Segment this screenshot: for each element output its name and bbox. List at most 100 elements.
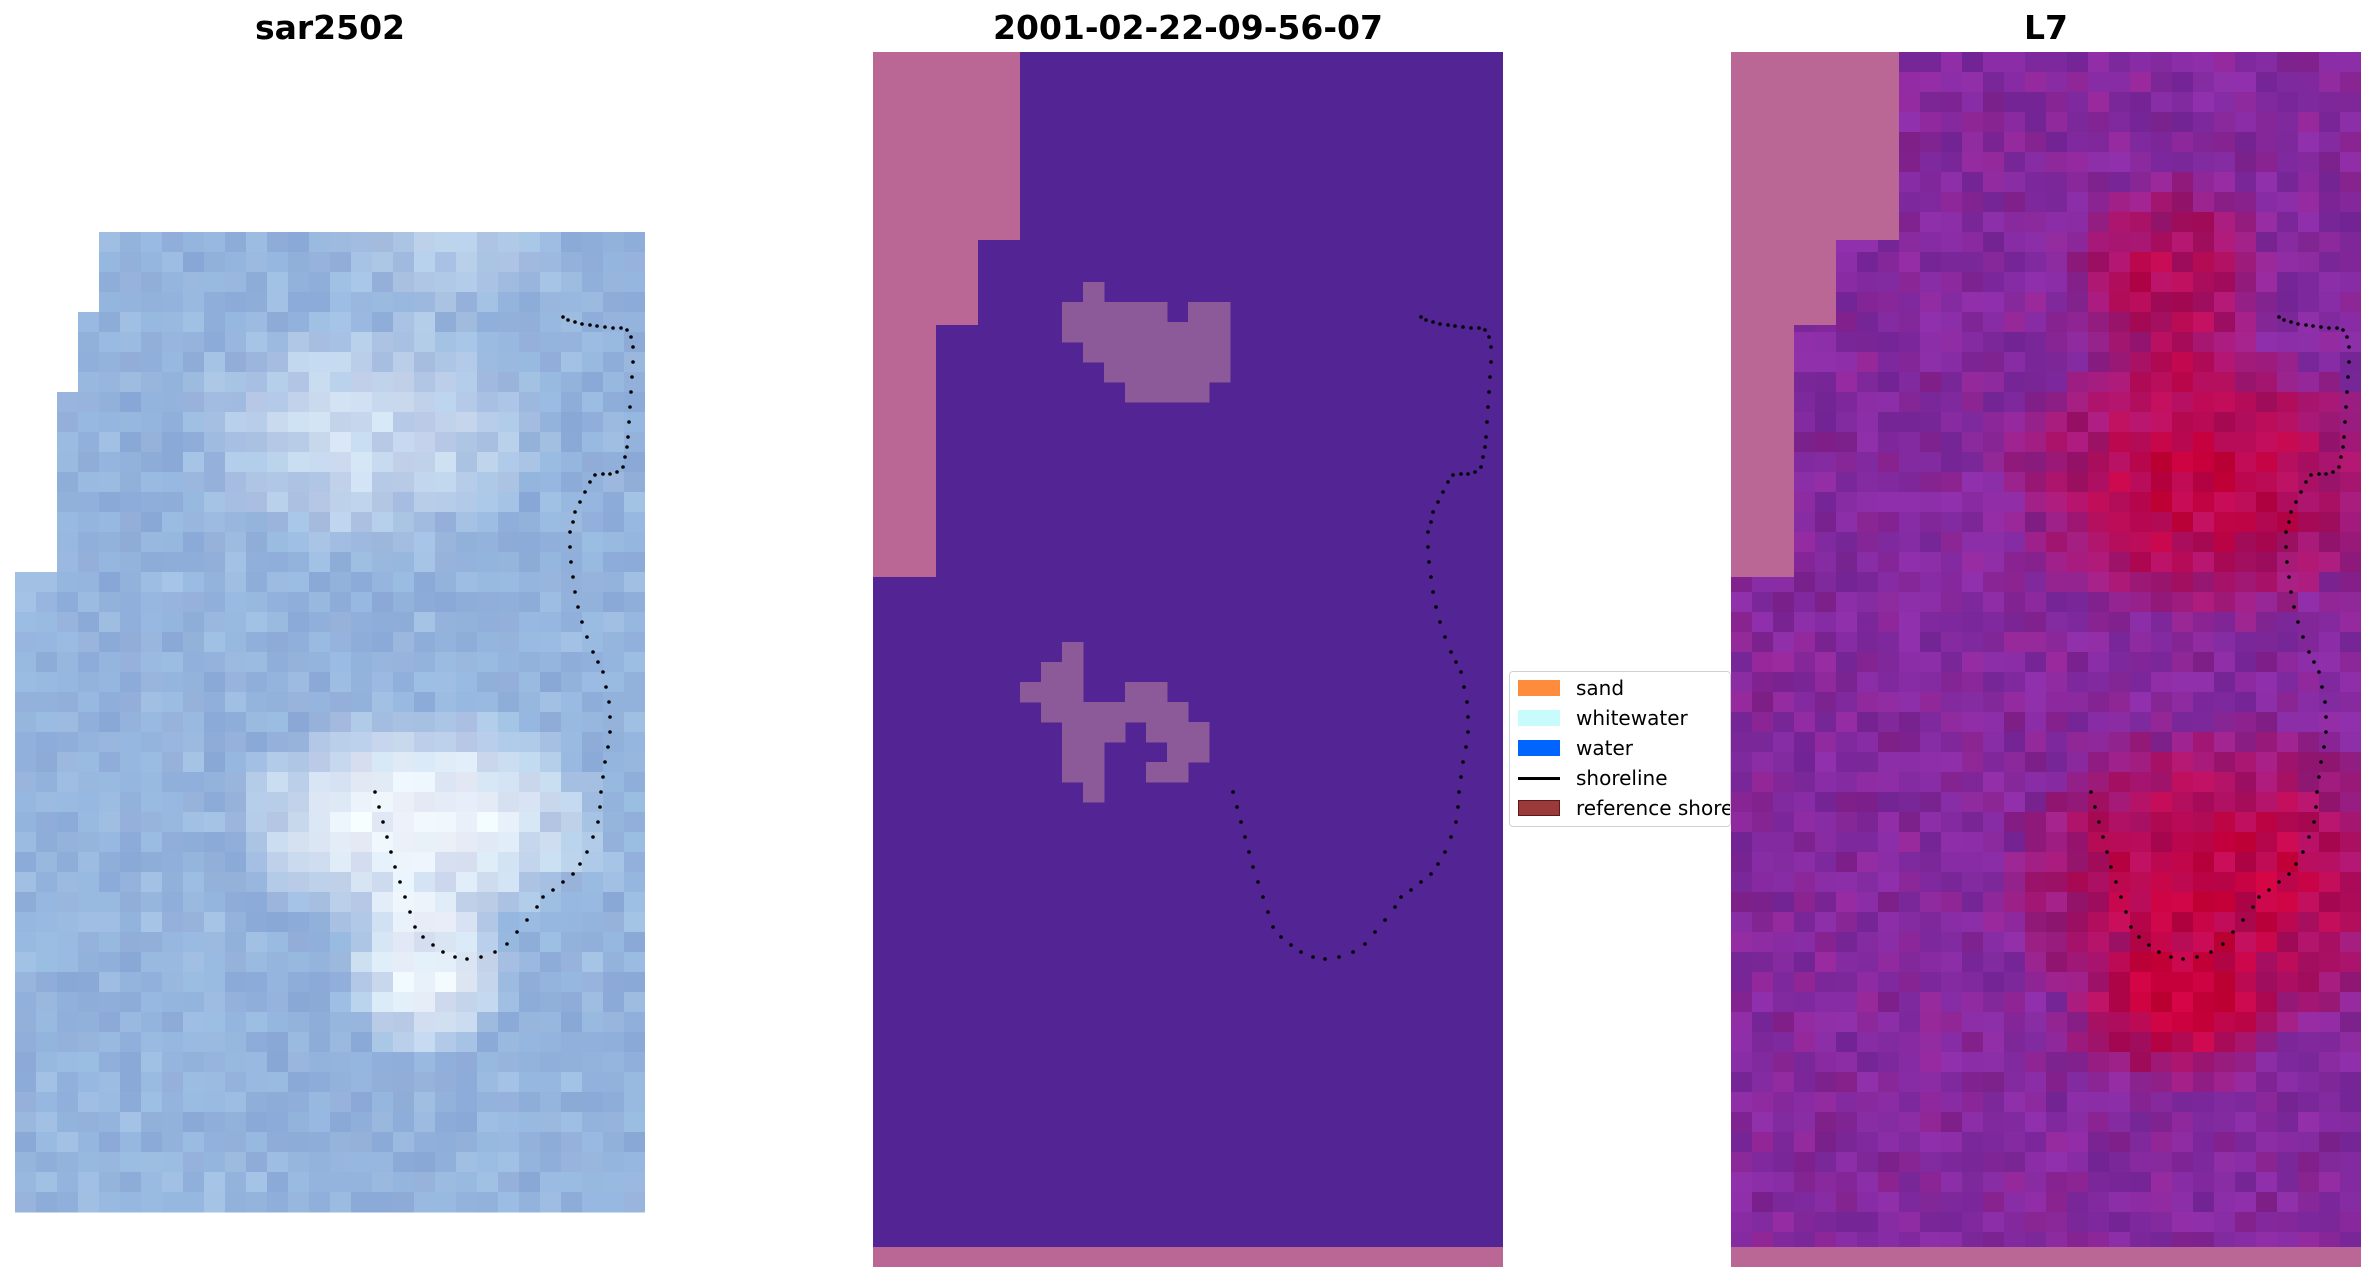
shoreline-dot [628, 405, 632, 409]
rgb-pixel [582, 772, 604, 793]
index-pixel [2277, 132, 2299, 153]
legend-label-sand: sand [1576, 676, 1625, 700]
rgb-pixel [246, 372, 268, 393]
index-pixel [2298, 772, 2320, 793]
index-pixel [2067, 512, 2089, 533]
rgb-pixel [624, 292, 645, 313]
index-pixel [2277, 52, 2299, 73]
index-pixel [1899, 472, 1921, 493]
rgb-pixel [456, 1092, 478, 1113]
shoreline-dot [601, 775, 605, 779]
index-pixel [2298, 972, 2320, 993]
index-pixel [1962, 972, 1984, 993]
index-pixel [2046, 532, 2068, 553]
index-pixel [2193, 732, 2215, 753]
shoreline-dot [1251, 865, 1255, 869]
index-pixel [1941, 492, 1963, 513]
index-pixel [1857, 1092, 1879, 1113]
rgb-pixel [540, 1072, 562, 1093]
whitewater-class-pixel [1083, 342, 1105, 363]
rgb-pixel [582, 372, 604, 393]
rgb-pixel [393, 452, 415, 473]
index-pixel [2067, 432, 2089, 453]
index-pixel [2025, 912, 2047, 933]
index-pixel [1899, 1192, 1921, 1213]
rgb-pixel [267, 892, 289, 913]
rgb-pixel [456, 352, 478, 373]
index-pixel [1878, 832, 1900, 853]
index-pixel [1962, 952, 1984, 973]
index-pixel [2214, 432, 2236, 453]
index-pixel [2088, 172, 2110, 193]
rgb-pixel [78, 592, 100, 613]
index-pixel [2235, 1132, 2257, 1153]
nodata-area [1731, 52, 1899, 240]
rgb-pixel [456, 732, 478, 753]
rgb-pixel [57, 1032, 79, 1053]
rgb-pixel [540, 372, 562, 393]
index-pixel [1857, 712, 1879, 733]
rgb-pixel [267, 432, 289, 453]
index-pixel [2277, 252, 2299, 273]
rgb-pixel [540, 832, 562, 853]
index-pixel [1920, 1172, 1942, 1193]
rgb-pixel [288, 1052, 310, 1073]
rgb-pixel [435, 952, 457, 973]
rgb-pixel [15, 1132, 37, 1153]
index-pixel [2256, 432, 2278, 453]
rgb-pixel [99, 1112, 121, 1133]
index-pixel [2067, 532, 2089, 553]
rgb-pixel [624, 1012, 645, 1033]
index-pixel [1899, 1172, 1921, 1193]
rgb-pixel [225, 1172, 247, 1193]
index-pixel [2214, 1212, 2236, 1233]
rgb-pixel [78, 352, 100, 373]
index-pixel [2193, 672, 2215, 693]
index-pixel [1941, 412, 1963, 433]
rgb-pixel [141, 892, 163, 913]
index-pixel [1794, 872, 1816, 893]
whitewater-class-pixel [1188, 362, 1210, 383]
rgb-pixel [498, 492, 520, 513]
index-pixel [2067, 952, 2089, 973]
rgb-pixel [372, 692, 394, 713]
shoreline-line-sample [1518, 776, 1560, 780]
rgb-pixel [15, 712, 37, 733]
index-pixel [1752, 792, 1774, 813]
index-pixel [2130, 1012, 2152, 1033]
index-pixel [1752, 752, 1774, 773]
index-pixel [1752, 1092, 1774, 1113]
index-pixel [2277, 992, 2299, 1013]
index-pixel [2088, 1092, 2110, 1113]
whitewater-class-pixel [1146, 342, 1168, 363]
index-pixel [2277, 192, 2299, 213]
rgb-pixel [204, 572, 226, 593]
index-pixel [2235, 1092, 2257, 1113]
rgb-pixel [162, 932, 184, 953]
rgb-pixel [540, 512, 562, 533]
index-pixel [2277, 492, 2299, 513]
index-pixel [2046, 372, 2068, 393]
rgb-pixel [624, 492, 645, 513]
rgb-pixel [246, 432, 268, 453]
index-pixel [2256, 612, 2278, 633]
rgb-pixel [603, 592, 625, 613]
rgb-pixel [141, 452, 163, 473]
rgb-pixel [582, 932, 604, 953]
rgb-pixel [477, 492, 499, 513]
rgb-pixel [120, 1112, 142, 1133]
index-pixel [2340, 672, 2361, 693]
rgb-pixel [540, 1092, 562, 1113]
index-pixel [1983, 332, 2005, 353]
rgb-pixel [78, 392, 100, 413]
rgb-pixel [225, 632, 247, 653]
index-pixel [1857, 932, 1879, 953]
rgb-pixel [414, 372, 436, 393]
rgb-pixel [393, 692, 415, 713]
index-pixel [2298, 1012, 2320, 1033]
index-pixel [2277, 1152, 2299, 1173]
rgb-pixel [603, 992, 625, 1013]
rgb-pixel [540, 772, 562, 793]
index-pixel [1983, 432, 2005, 453]
rgb-pixel [414, 292, 436, 313]
